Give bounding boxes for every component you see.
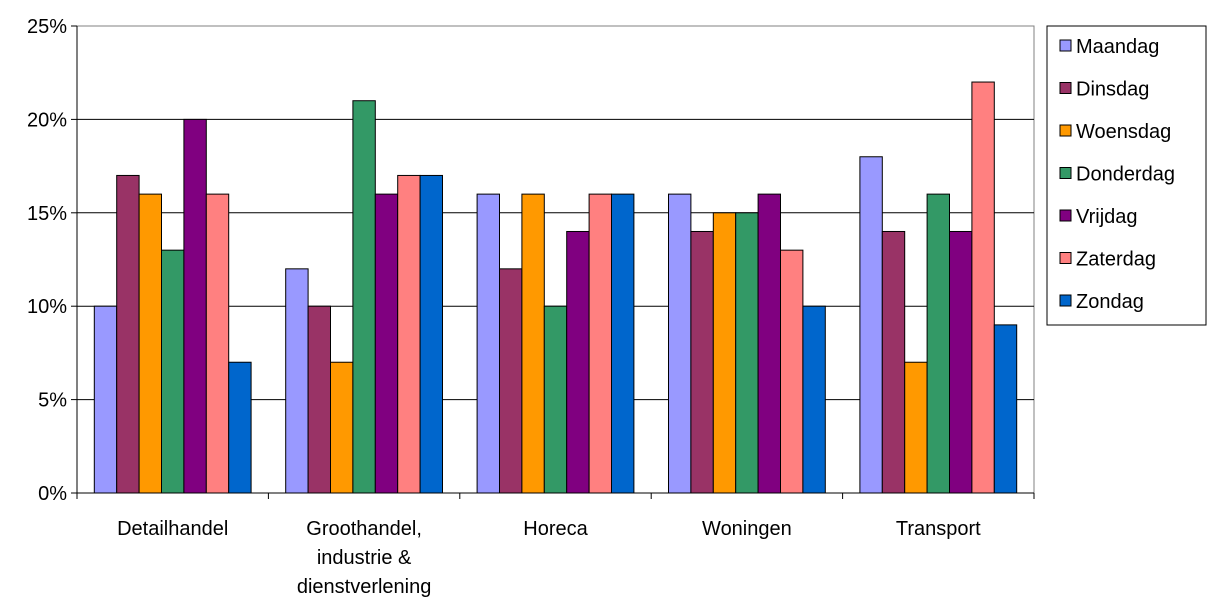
bar-maandag [668,193,692,494]
legend-label: Zondag [1076,291,1144,313]
legend-label: Zaterdag [1076,249,1156,271]
y-tick-labels: 0% 5% 10% 15% 20% 25% [27,16,67,505]
x-category-label: Detailhandel [117,518,228,540]
x-category-label: Transport [896,518,981,540]
bar-zondag [611,193,635,494]
bar-zondag [802,305,826,494]
legend-swatch [1059,82,1072,94]
bar-zaterdag [780,249,804,494]
bar-donderdag [543,305,568,494]
y-tick-label: 25% [27,16,67,38]
bar-zaterdag [588,193,612,494]
y-tick-label: 15% [27,203,67,225]
bar-woensdag [330,361,354,494]
y-tick-label: 20% [27,109,67,131]
y-tick-label: 5% [38,390,67,412]
bar-zondag [993,324,1018,494]
legend: Maandag Dinsdag Woensdag Donderdag Vrijdag Za… [1046,25,1207,326]
legend-swatch [1059,209,1072,222]
x-category-label: industrie & [317,547,412,569]
bar-maandag [859,156,883,494]
x-category-label: Groothandel, [306,518,422,540]
x-category-labels: Detailhandel Groothandel, industrie & diens… [117,518,981,598]
bars [93,81,1018,494]
bar-donderdag [926,193,950,494]
bar-woensdag [138,193,163,494]
bar-vrijdag [566,230,590,494]
bar-zaterdag [971,81,995,494]
legend-label: Woensdag [1076,121,1171,143]
bar-vrijdag [374,193,399,494]
axes [71,25,1035,499]
bar-zaterdag [397,174,421,494]
legend-box [1046,25,1207,326]
legend-swatch [1059,294,1072,307]
bar-vrijdag [757,193,781,494]
legend-label: Dinsdag [1076,79,1149,101]
x-category-label: dienstverlening [297,576,432,598]
legend-label: Maandag [1076,36,1159,58]
bar-woensdag [904,361,928,494]
bar-maandag [93,305,118,494]
bar-zondag [419,174,444,494]
bar-donderdag [735,212,759,494]
legend-label: Vrijdag [1076,206,1138,228]
legend-swatch [1059,167,1072,179]
bar-woensdag [521,193,545,494]
bar-dinsdag [499,268,523,494]
x-category-label: Woningen [702,518,792,540]
bar-woensdag [712,212,737,494]
bar-dinsdag [307,305,332,494]
legend-swatch [1059,252,1072,264]
bar-dinsdag [116,174,140,494]
legend-label: Donderdag [1076,164,1175,186]
bar-donderdag [352,100,376,494]
legend-swatch [1059,124,1072,137]
bar-zaterdag [205,193,230,494]
bar-dinsdag [881,230,906,494]
y-tick-label: 0% [38,483,67,505]
y-tick-label: 10% [27,296,67,318]
legend-swatch [1059,39,1072,52]
bar-donderdag [161,249,185,494]
bar-zondag [228,361,252,494]
bar-maandag [476,193,501,494]
x-category-label: Horeca [523,518,588,540]
bar-vrijdag [183,118,207,494]
bar-maandag [285,268,309,494]
bar-dinsdag [690,230,714,494]
bar-vrijdag [949,230,973,494]
